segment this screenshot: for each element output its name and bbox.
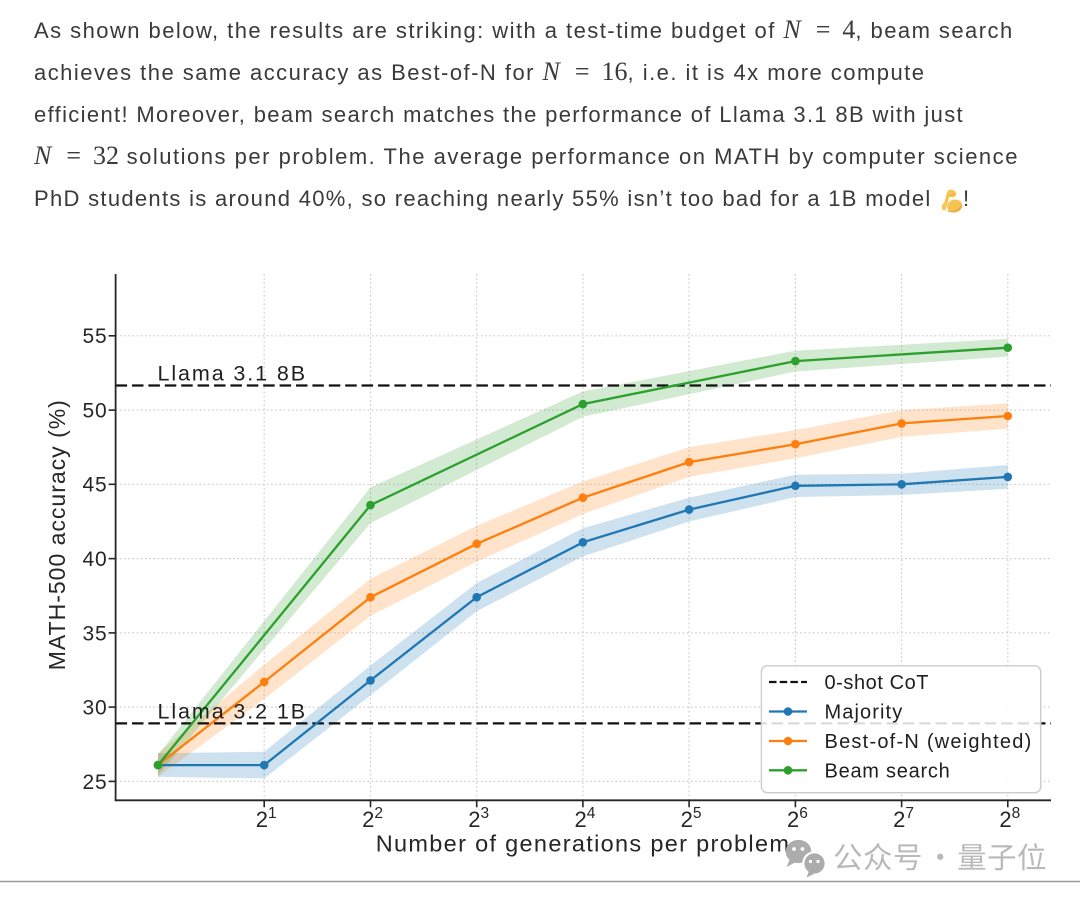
svg-text:25: 25 [681,805,702,832]
svg-text:Beam search: Beam search [825,760,951,782]
svg-text:26: 26 [787,805,808,832]
svg-text:Llama 3.1 8B: Llama 3.1 8B [158,362,308,386]
svg-text:40: 40 [83,548,108,571]
svg-text:MATH-500 accuracy (%): MATH-500 accuracy (%) [44,399,70,670]
svg-text:25: 25 [83,771,108,794]
svg-text:30: 30 [83,697,108,720]
svg-text:21: 21 [256,805,277,832]
svg-text:23: 23 [468,805,489,832]
svg-text:Best-of-N (weighted): Best-of-N (weighted) [825,731,1033,753]
svg-text:Llama 3.2 1B: Llama 3.2 1B [158,700,308,724]
svg-text:Majority: Majority [825,702,904,724]
svg-text:0-shot CoT: 0-shot CoT [825,672,930,694]
svg-text:22: 22 [362,805,383,832]
svg-text:24: 24 [574,805,595,832]
svg-text:27: 27 [893,805,914,832]
svg-text:50: 50 [83,400,108,423]
svg-text:28: 28 [999,805,1020,832]
svg-text:35: 35 [83,622,108,645]
svg-text:55: 55 [83,325,108,348]
svg-text:Number of generations per prob: Number of generations per problem [376,831,791,857]
svg-text:45: 45 [83,474,108,497]
